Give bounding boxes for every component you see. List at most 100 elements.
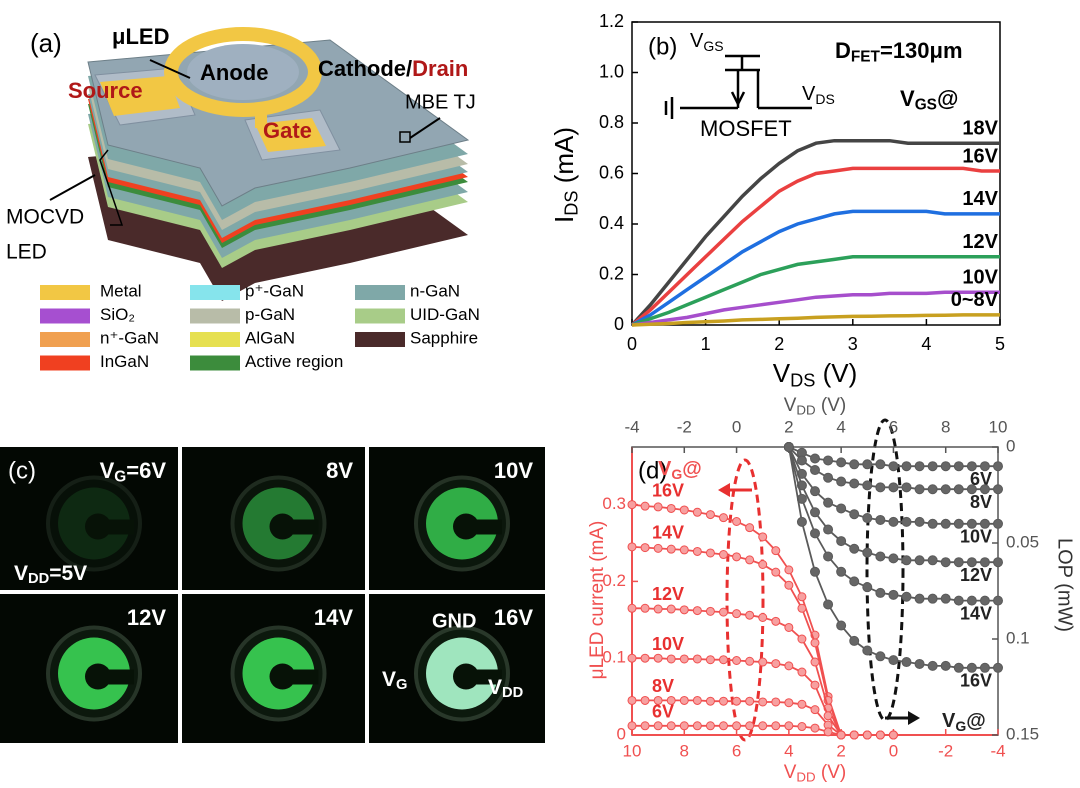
xticks-label: 2 [836,741,845,760]
series-marker [940,518,951,529]
series-marker [705,548,715,558]
tile-label-part: 12V [127,605,166,630]
bracket [99,149,124,226]
callout: Anode [200,60,268,85]
legend-label: SiO₂ [100,305,135,324]
series-marker [784,565,794,575]
annotation: VGS@ [900,86,958,114]
panel-label: (d) [638,457,667,484]
y-tick-label: 1.0 [599,61,624,81]
tile-label: 10V [494,458,533,483]
annotation-part: V [14,562,28,585]
series-marker [862,480,873,491]
series-marker [758,697,768,707]
series-marker [810,638,820,648]
series-marker [810,486,820,497]
y2ticks-label: 0 [1006,436,1015,455]
series-marker [627,653,637,663]
series-marker [679,605,689,615]
series-marker [914,658,925,669]
callout: MOCVD [6,206,84,229]
series-marker [627,542,637,552]
annotation-part: D [835,38,851,63]
series-marker [758,560,768,570]
callout: Gate [263,118,312,143]
x2-axis-label-part: (V) [816,395,847,416]
series-marker [745,523,755,533]
tile-label-part: 8V [326,458,353,483]
legend-swatch [190,285,240,300]
series-marker [940,484,951,495]
series-marker [797,699,807,709]
tj-box [399,131,411,143]
guides [725,418,905,742]
series-marker [692,721,702,731]
series-marker [653,502,663,512]
xticks-label: 0 [889,741,898,760]
series-marker [901,482,912,493]
series-marker [784,622,794,632]
series-marker [993,557,1003,568]
y-axis-label-part: (mA) [549,127,579,191]
tile-label: 16V [494,605,533,630]
series-marker [875,730,885,740]
series-label: 6V [652,702,674,722]
series-marker [953,595,964,606]
series-marker [771,721,781,731]
x-tick-label: 5 [995,334,1005,354]
series-marker [627,721,637,731]
series-marker [810,657,820,667]
series-marker [666,721,676,731]
series-marker [862,730,872,740]
series-marker [849,459,860,470]
series-marker [927,555,938,566]
source-pad [100,76,180,116]
series-marker [849,543,860,554]
series-marker [823,524,834,535]
x-tick-label: 2 [774,334,784,354]
tile-label-part: 16V [494,605,533,630]
y-tick-label: 0.8 [599,112,624,132]
series-marker [940,557,951,568]
series-marker [653,721,663,731]
series-marker [732,721,742,731]
y-tick-label: 1.2 [599,11,624,31]
series-marker [666,654,676,664]
series-marker [653,695,663,705]
annotation-part: @ [966,710,986,732]
series-marker [771,567,781,577]
annotation: VDD [488,676,523,701]
tile-label-part: 10V [494,458,533,483]
tile-label-part: =6V [126,458,166,483]
panel-label: (c) [8,457,36,484]
series-marker [784,698,794,708]
callout-part: Drain [412,56,468,81]
series-line [631,209,1000,327]
series-marker [901,555,912,566]
series-marker [719,655,728,665]
series-marker [823,727,833,737]
tile-label-part: G [114,468,126,485]
ring-lead [255,106,267,128]
annotation-part: V [802,83,816,105]
mosfet-symbol [664,54,812,119]
series-marker [745,555,755,565]
series-label: 12V [652,584,684,604]
x2ticks-label: 0 [732,417,741,436]
series-marker [719,513,728,523]
series-marker [719,696,728,706]
series-marker [797,667,807,677]
anode-notch [98,519,134,535]
series-marker [640,721,650,731]
series-marker [979,557,990,568]
series-marker [627,603,637,613]
anode-notch [466,669,502,685]
x2-axis-label: VDD (V) [784,395,847,417]
series-marker [875,651,886,662]
series-marker [692,654,702,664]
series-label: 8V [652,676,674,696]
annotation-part: V [942,710,956,732]
series-marker [796,516,807,527]
annotation-part: DD [502,685,523,701]
series-marker [653,543,663,553]
